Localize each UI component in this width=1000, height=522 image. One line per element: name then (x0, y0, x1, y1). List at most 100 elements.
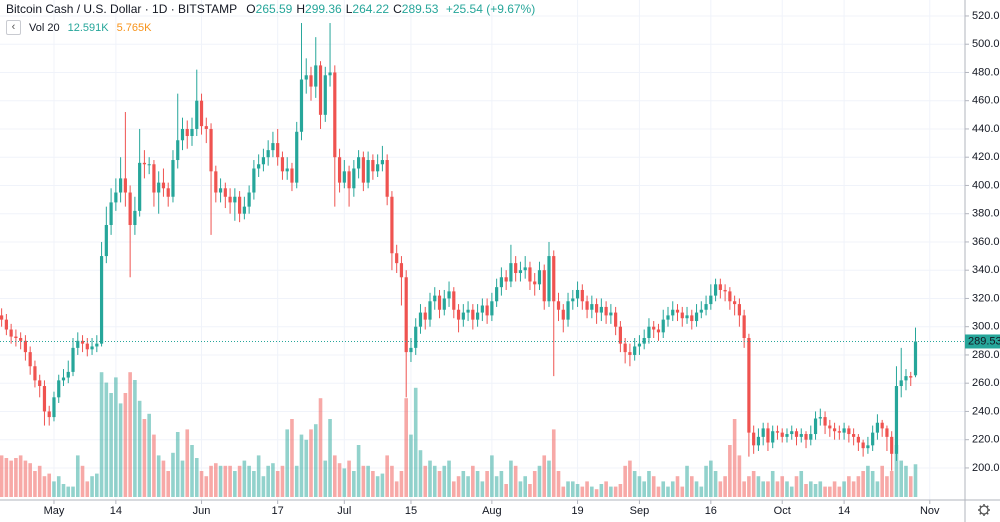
candle-body (913, 341, 918, 376)
volume-bar (375, 476, 380, 497)
volume-bar (342, 468, 347, 497)
volume-bar (775, 481, 780, 497)
candle-body (509, 263, 513, 282)
candle-body (523, 267, 527, 271)
candle-body (575, 289, 580, 299)
volume-bar (71, 486, 75, 497)
volume-bar (609, 486, 613, 497)
candle-body (542, 270, 546, 302)
volume-bar (218, 465, 223, 497)
candle-body (794, 431, 799, 437)
candle-body (318, 65, 323, 115)
volume-bar (513, 465, 518, 497)
volume-bar (599, 484, 604, 497)
settings-button[interactable] (978, 504, 990, 516)
volume-bar (313, 424, 318, 497)
volume-bar (713, 471, 718, 497)
volume-bar (380, 473, 385, 497)
volume-bar (242, 460, 247, 497)
volume-bar (604, 481, 608, 497)
volume-legend: ‹ Vol 20 12.591K 5.765K (6, 20, 151, 35)
volume-bar (166, 471, 171, 497)
candle-body (633, 346, 637, 355)
candle-body (9, 329, 13, 337)
volume-bar (180, 460, 185, 497)
volume-bar (789, 486, 794, 497)
candle-body (699, 309, 703, 313)
volume-bar (409, 434, 413, 497)
volume-bar (794, 476, 799, 497)
candle-body (875, 422, 880, 433)
candle-body (685, 315, 689, 319)
volume-bar (9, 460, 13, 497)
last-price-label: 289.53 (968, 335, 1000, 347)
candle-body (823, 417, 827, 426)
volume-bar (628, 460, 632, 497)
candle-body (537, 270, 542, 285)
candle-body (499, 277, 503, 288)
collapse-button[interactable]: ‹ (6, 20, 21, 35)
candle-body (880, 422, 884, 429)
volume-bar (480, 481, 485, 497)
candle-body (475, 312, 480, 320)
volume-bar (128, 372, 132, 497)
candle-body (728, 291, 732, 302)
candle-body (199, 100, 204, 127)
candle-body (799, 434, 803, 437)
volume-bar (266, 465, 270, 497)
candle-body (218, 188, 223, 193)
volume-bar (823, 486, 827, 497)
candle-body (80, 340, 85, 344)
candle-body (856, 436, 860, 443)
y-tick-label: 400.00 (972, 179, 1000, 191)
volume-bar (356, 445, 361, 497)
volume-bar (651, 476, 656, 497)
volume-bar (694, 481, 699, 497)
volume-bar (290, 419, 294, 497)
volume-bar (685, 465, 689, 497)
candle-body (361, 157, 365, 183)
gear-tooth (979, 512, 982, 515)
y-tick-label: 240.00 (972, 405, 1000, 417)
volume-bar (99, 372, 104, 497)
volume-bar (642, 481, 646, 497)
volume-bar (732, 419, 737, 497)
candle-body (671, 309, 675, 316)
volume-bar (152, 434, 156, 497)
volume-bar (209, 465, 213, 497)
volume-bar (299, 434, 304, 497)
candle-body (304, 75, 308, 80)
volume-bar (228, 465, 232, 497)
candle-body (552, 256, 556, 302)
volume-bar (385, 455, 389, 497)
volume-bar (156, 455, 161, 497)
volume-bar (451, 481, 456, 497)
volume-bar (908, 476, 913, 497)
candle-body (428, 301, 432, 320)
candle-body (114, 192, 118, 203)
candle-body (852, 434, 856, 437)
volume-bar (808, 481, 813, 497)
candle-body (238, 196, 242, 214)
candle-body (166, 188, 170, 197)
volume-bar (66, 486, 71, 497)
x-tick-label: Oct (774, 505, 791, 517)
x-tick-label: Jun (193, 505, 211, 517)
candle-body (842, 428, 846, 433)
candle-body (818, 417, 822, 419)
candle-body (861, 442, 865, 449)
volume-bar (590, 486, 594, 497)
candle-body (652, 326, 656, 330)
volume-bar (399, 471, 404, 497)
volume-bar (675, 476, 680, 497)
volume-bar (718, 481, 723, 497)
candle-body (385, 160, 389, 197)
volume-bar (485, 471, 489, 497)
candle-body (261, 157, 266, 165)
candle-body (204, 126, 208, 129)
volume-bar (561, 486, 566, 497)
volume-bar (466, 476, 470, 497)
candle-body (85, 343, 89, 350)
volume-bar (504, 484, 508, 497)
